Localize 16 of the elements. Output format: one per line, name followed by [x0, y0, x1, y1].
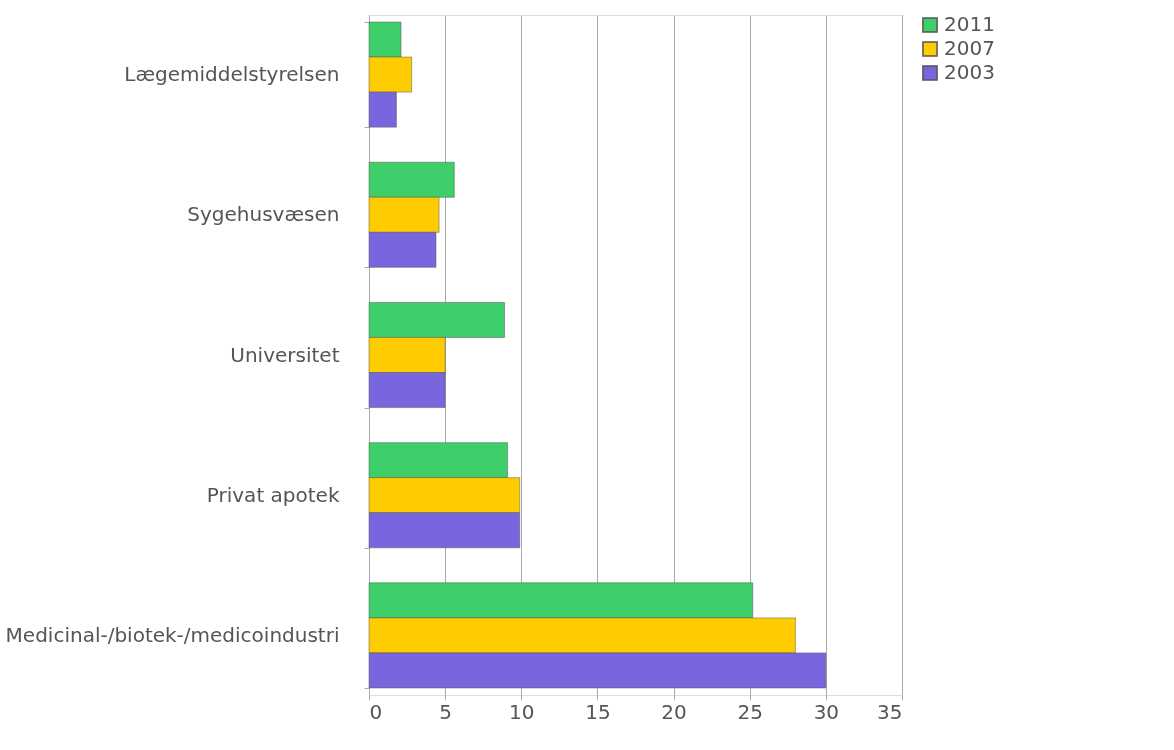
x-tick-label: 35: [877, 699, 903, 724]
y-tick-label: Lægemiddelstyrelsen: [124, 62, 340, 87]
x-tick-label: 0: [369, 699, 383, 724]
x-tick-label: 30: [813, 699, 840, 724]
x-tick-label: 10: [509, 699, 535, 724]
x-tick-label: 5: [439, 699, 453, 724]
y-tick-label: Privat apotek: [206, 482, 340, 507]
y-tick-label: Sygehusvæsen: [187, 202, 340, 227]
x-tick-label: 20: [661, 699, 687, 724]
legend-label: 2007: [944, 36, 995, 60]
legend-label: 2011: [944, 12, 995, 36]
x-tick-label: 15: [585, 699, 611, 724]
x-tick-label: 25: [737, 699, 763, 724]
y-tick-label: Medicinal-/biotek-/medicoindustri: [5, 622, 340, 647]
y-tick-label: Universitet: [230, 342, 340, 367]
legend-label: 2003: [944, 60, 995, 84]
